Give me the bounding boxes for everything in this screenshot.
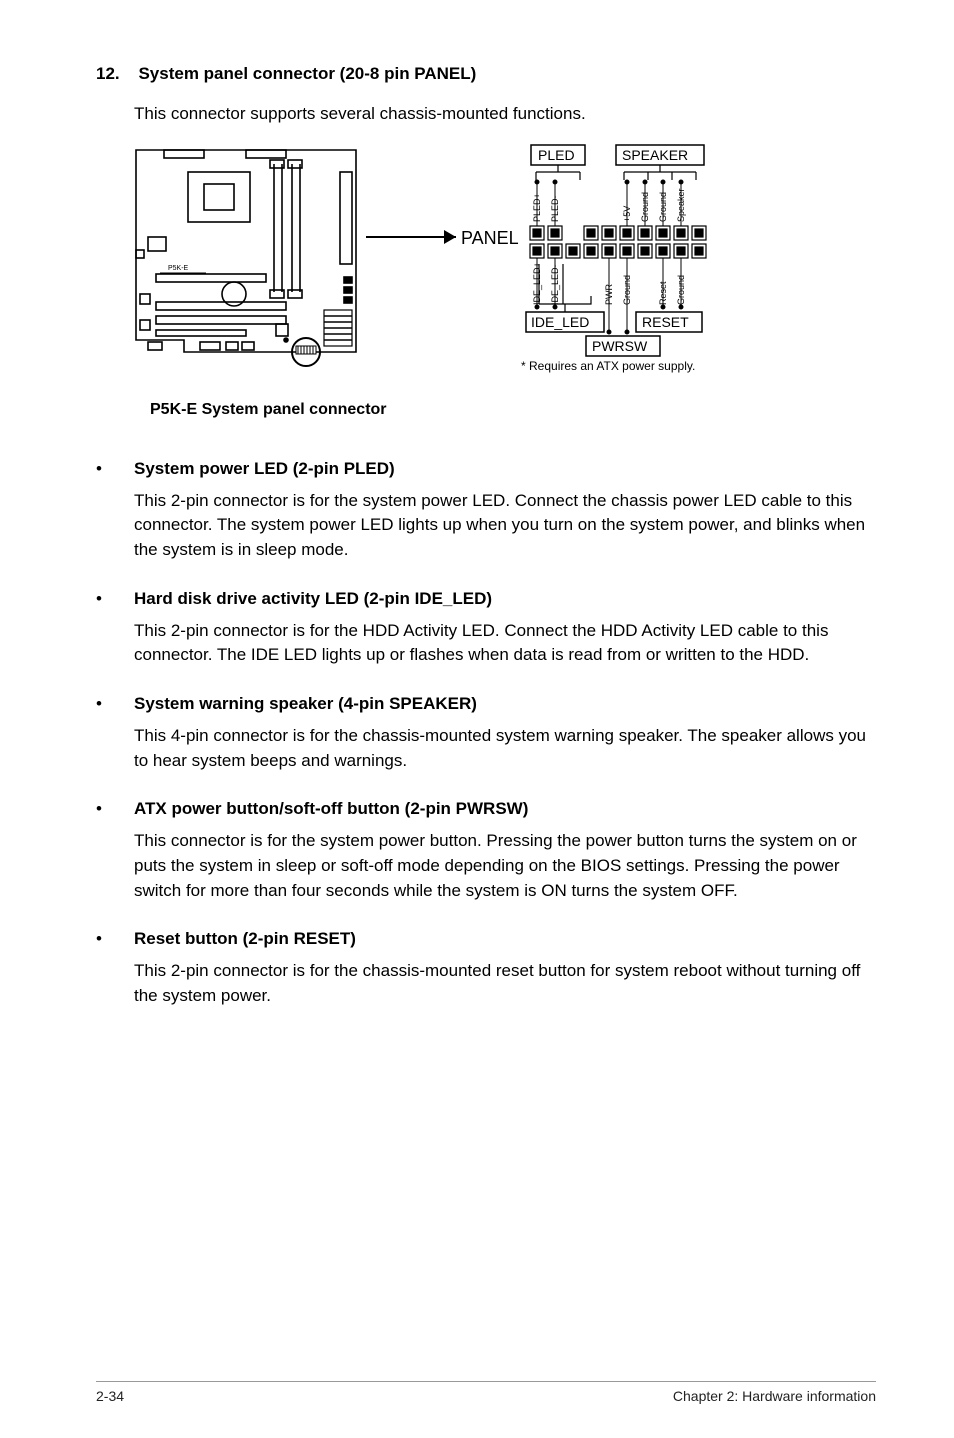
pwrsw-box-label: PWRSW [592, 338, 648, 354]
ideled-box-label: IDE_LED [531, 314, 589, 330]
bullet-text: This 2-pin connector is for the system p… [134, 489, 876, 563]
bullet-title: System power LED (2-pin PLED) [134, 459, 876, 479]
board-label: P5K-E [168, 265, 189, 272]
pin-label-gnd2: Ground [658, 192, 668, 222]
pin-label-reset: Reset [658, 281, 668, 305]
pin-label-5v: +5V [622, 206, 632, 222]
bullet-marker: • [96, 589, 134, 668]
panel-label: PANEL [461, 228, 519, 248]
bullet-item: • Hard disk drive activity LED (2-pin ID… [96, 589, 876, 668]
pin-label-gnd1: Ground [640, 192, 650, 222]
panel-target-icon [292, 338, 320, 366]
item-title: System panel connector (20-8 pin PANEL) [138, 64, 476, 83]
bullet-item: • ATX power button/soft-off button (2-pi… [96, 799, 876, 903]
bullet-title: Reset button (2-pin RESET) [134, 929, 876, 949]
item-number: 12. [96, 64, 134, 84]
bullet-item: • System warning speaker (4-pin SPEAKER)… [96, 694, 876, 773]
pin-label-ideminus: IDE_LED- [550, 264, 560, 305]
pled-box-label: PLED [538, 147, 575, 163]
diagram-caption: P5K-E System panel connector [150, 401, 876, 419]
pin-label-spk: Speaker [676, 188, 686, 222]
diagram-svg: P5K-E PANEL [126, 142, 776, 392]
heading-row: 12. System panel connector (20-8 pin PAN… [96, 64, 876, 84]
bullet-marker: • [96, 929, 134, 1008]
pin-label-gnd3: Ground [622, 275, 632, 305]
item-description: This connector supports several chassis-… [134, 102, 876, 126]
bullet-text: This 2-pin connector is for the HDD Acti… [134, 619, 876, 668]
bullet-item: • System power LED (2-pin PLED) This 2-p… [96, 459, 876, 563]
page-footer: 2-34 Chapter 2: Hardware information [96, 1381, 876, 1404]
bullet-title: System warning speaker (4-pin SPEAKER) [134, 694, 876, 714]
reset-box-label: RESET [642, 314, 689, 330]
bullet-text: This 2-pin connector is for the chassis-… [134, 959, 876, 1008]
diagram-note: * Requires an ATX power supply. [521, 359, 695, 373]
arrow-icon [366, 230, 456, 244]
page-content: 12. System panel connector (20-8 pin PAN… [96, 64, 876, 1008]
pin-label-pledminus: PLED- [550, 195, 560, 222]
bullet-marker: • [96, 799, 134, 903]
diagram: P5K-E PANEL [126, 142, 876, 419]
footer-chapter: Chapter 2: Hardware information [673, 1388, 876, 1404]
speaker-box-label: SPEAKER [622, 147, 688, 163]
bullet-marker: • [96, 459, 134, 563]
bullet-text: This connector is for the system power b… [134, 829, 876, 903]
pin-label-pledplus: PLED+ [532, 193, 542, 222]
bullet-list: • System power LED (2-pin PLED) This 2-p… [96, 459, 876, 1009]
bullet-item: • Reset button (2-pin RESET) This 2-pin … [96, 929, 876, 1008]
bullet-marker: • [96, 694, 134, 773]
pin-label-ideplus: IDE_LED+ [532, 262, 542, 305]
bullet-title: Hard disk drive activity LED (2-pin IDE_… [134, 589, 876, 609]
bullet-title: ATX power button/soft-off button (2-pin … [134, 799, 876, 819]
bullet-text: This 4-pin connector is for the chassis-… [134, 724, 876, 773]
pin-label-gnd4: Ground [676, 275, 686, 305]
footer-page-number: 2-34 [96, 1388, 124, 1404]
pin-label-pwr: PWR [604, 283, 614, 304]
